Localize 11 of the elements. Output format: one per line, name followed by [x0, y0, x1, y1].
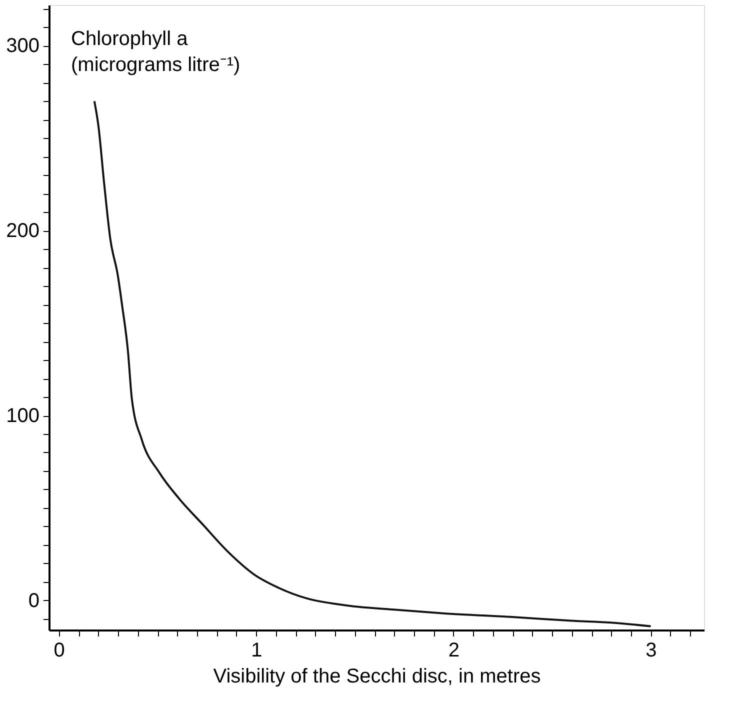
y-axis-title: Chlorophyll a (micrograms litre⁻¹) [71, 28, 240, 76]
x-tick-label: 1 [251, 640, 262, 662]
x-tick-label: 3 [646, 640, 657, 662]
x-axis-title: Visibility of the Secchi disc, in metres [213, 666, 541, 688]
y-tick-label: 300 [6, 35, 40, 58]
x-tick-label: 2 [448, 640, 460, 662]
line-series [93, 100, 652, 628]
y-tick-label: 200 [6, 220, 40, 242]
y-tick-label: 100 [6, 405, 40, 428]
y-tick-label: 0 [28, 590, 40, 612]
x-tick-label: 0 [54, 640, 65, 662]
